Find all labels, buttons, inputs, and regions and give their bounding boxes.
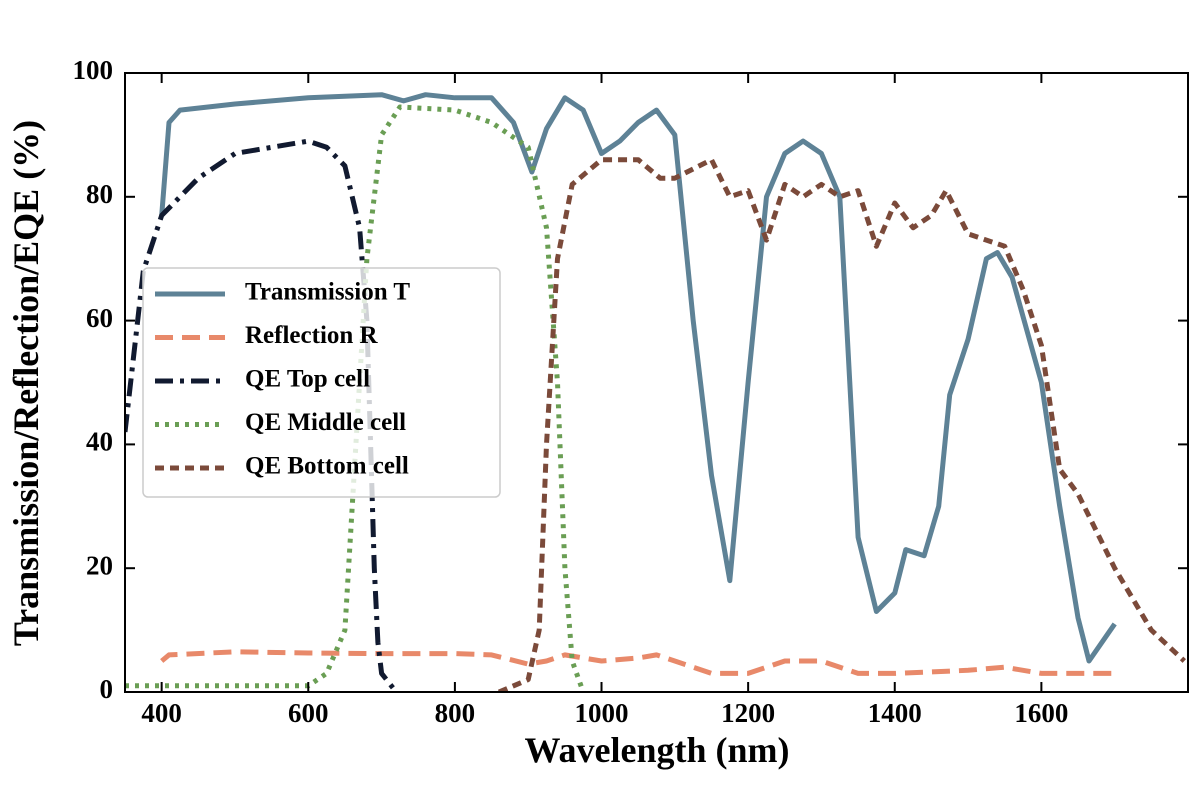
legend-label: QE Middle cell — [245, 409, 406, 436]
legend-label: QE Top cell — [245, 366, 370, 393]
y-tick-label: 0 — [100, 674, 114, 704]
line-series — [125, 104, 586, 692]
legend-box — [142, 267, 501, 498]
y-tick-label: 40 — [86, 427, 113, 457]
legend-label: Transmission T — [245, 279, 410, 306]
y-axis-label: Transmission/Reflection/EQE (%) — [6, 120, 46, 646]
line-series — [497, 157, 1187, 692]
y-tick-label: 60 — [86, 303, 113, 333]
y-tick-label: 80 — [86, 179, 113, 209]
x-axis-label: Wavelength (nm) — [525, 730, 790, 770]
y-tick-label: 20 — [86, 550, 113, 580]
line-series — [125, 138, 399, 692]
legend: Transmission T Reflection R QE Top cell QE … — [142, 267, 501, 498]
x-tick-label: 1400 — [868, 698, 922, 728]
x-tick-label: 600 — [288, 698, 329, 728]
x-tick-label: 1200 — [721, 698, 775, 728]
legend-label: QE Bottom cell — [245, 453, 409, 480]
y-tick-label: 100 — [73, 55, 114, 85]
x-tick-label: 1000 — [575, 698, 629, 728]
x-tick-label: 800 — [435, 698, 476, 728]
line-series — [159, 92, 1117, 664]
plot-frame — [124, 72, 1189, 693]
x-tick-label: 400 — [141, 698, 182, 728]
line-series — [160, 649, 1115, 676]
legend-label: Reflection R — [245, 322, 379, 349]
x-tick-label: 1600 — [1014, 698, 1068, 728]
